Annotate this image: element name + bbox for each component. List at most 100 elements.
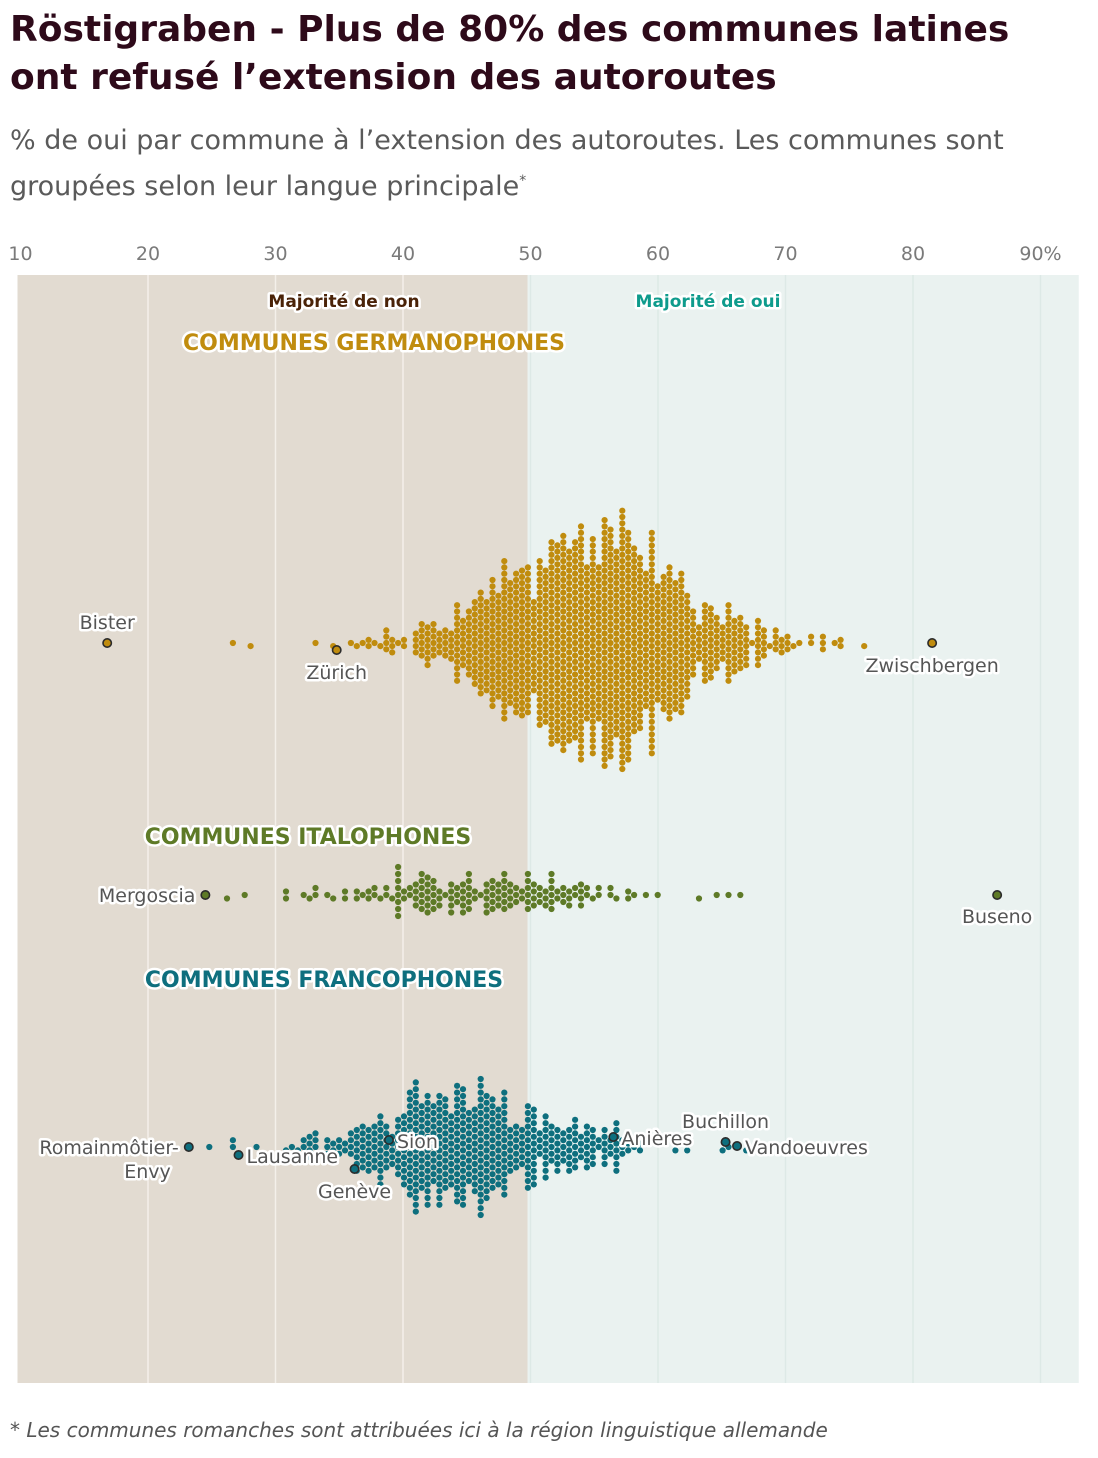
- commune-dot: [701, 627, 709, 634]
- commune-dot: [530, 881, 537, 888]
- commune-dot: [725, 652, 732, 659]
- commune-dot: [666, 652, 673, 659]
- commune-dot: [690, 621, 697, 628]
- commune-dot: [577, 699, 585, 706]
- commune-dot: [459, 617, 467, 624]
- x-tick-label: 30: [263, 243, 287, 265]
- commune-dot: [365, 643, 372, 650]
- commune-dot: [489, 1143, 496, 1151]
- commune-dot: [448, 630, 455, 637]
- commune-dot: [654, 608, 661, 615]
- commune-dot: [459, 1140, 467, 1147]
- commune-dot: [642, 639, 650, 647]
- commune-dot: [560, 583, 567, 590]
- commune-dot: [489, 1130, 496, 1137]
- commune-dot: [442, 639, 449, 647]
- commune-dot: [495, 599, 502, 606]
- commune-dot: [524, 1177, 532, 1185]
- commune-dot: [566, 554, 573, 561]
- commune-dot: [542, 712, 549, 719]
- commune-dot: [631, 564, 638, 571]
- commune-dot: [560, 665, 567, 672]
- commune-dot: [477, 1123, 484, 1130]
- commune-dot: [530, 1113, 537, 1120]
- commune-dot: [412, 1079, 419, 1086]
- commune-dot: [601, 756, 608, 763]
- commune-dot: [448, 1181, 455, 1188]
- commune-dot: [648, 693, 655, 700]
- commune-dot: [572, 551, 579, 558]
- commune-dot: [613, 693, 620, 700]
- commune-dot: [530, 1174, 537, 1181]
- commune-dot: [341, 888, 349, 895]
- commune-dot: [501, 570, 508, 577]
- commune-dot: [501, 877, 508, 885]
- commune-dot: [572, 734, 579, 741]
- commune-dot: [548, 539, 555, 546]
- commune-dot: [554, 1167, 561, 1174]
- commune-dot: [560, 532, 567, 539]
- commune-dot: [353, 1140, 360, 1147]
- commune-dot: [448, 649, 455, 656]
- commune-dot: [577, 567, 585, 574]
- commune-dot: [489, 684, 496, 691]
- commune-dot: [613, 1154, 620, 1161]
- commune-dot: [430, 652, 437, 659]
- commune-dot: [353, 888, 360, 895]
- commune-dot: [536, 721, 543, 728]
- commune-dot: [554, 561, 561, 568]
- commune-dot: [595, 709, 602, 716]
- commune-dot: [595, 608, 602, 615]
- commune-dot: [601, 548, 608, 555]
- x-tick-label: 70: [773, 243, 797, 265]
- commune-dot: [430, 877, 437, 885]
- commune-dot: [448, 1167, 455, 1174]
- commune-dot: [560, 570, 567, 577]
- commune-dot: [495, 611, 502, 618]
- commune-dot: [760, 627, 768, 634]
- commune-dot: [400, 1133, 408, 1140]
- highlighted-dot: [608, 1131, 619, 1142]
- commune-dot: [477, 1191, 484, 1198]
- commune-dot: [418, 877, 425, 885]
- commune-dot: [725, 658, 732, 665]
- commune-dot: [513, 652, 520, 659]
- commune-dot: [353, 1126, 360, 1134]
- commune-dot: [560, 545, 567, 552]
- commune-dot: [412, 1120, 419, 1127]
- commune-dot: [454, 665, 461, 672]
- commune-dot: [483, 1133, 490, 1140]
- x-tick-label: 40: [391, 243, 415, 265]
- commune-dot: [518, 636, 526, 643]
- commune-dot: [566, 725, 573, 732]
- commune-dot: [648, 643, 655, 650]
- commune-dot: [477, 627, 484, 634]
- commune-dot: [395, 1116, 402, 1123]
- commune-dot: [465, 1116, 472, 1123]
- commune-dot: [507, 699, 514, 706]
- commune-dot: [507, 1147, 514, 1154]
- commune-dot: [613, 731, 620, 738]
- commune-dot: [743, 636, 750, 643]
- commune-dot: [589, 624, 596, 631]
- commune-dot: [495, 1113, 502, 1120]
- commune-dot: [477, 690, 484, 697]
- commune-dot: [625, 586, 632, 593]
- commune-dot: [477, 658, 484, 665]
- commune-dot: [583, 1157, 591, 1164]
- commune-dot: [625, 737, 632, 744]
- commune-dot: [530, 1126, 537, 1134]
- commune-dot: [483, 1113, 490, 1120]
- commune-dot: [353, 1154, 360, 1161]
- commune-dot: [465, 1150, 472, 1157]
- commune-dot: [471, 1167, 478, 1174]
- commune-dot: [737, 646, 744, 653]
- commune-dot: [524, 684, 532, 691]
- commune-dot: [471, 662, 478, 669]
- commune-dot: [542, 680, 549, 687]
- commune-dot: [536, 1137, 543, 1144]
- commune-dot: [707, 611, 714, 618]
- commune-dot: [412, 1126, 419, 1134]
- commune-dot: [507, 1133, 514, 1140]
